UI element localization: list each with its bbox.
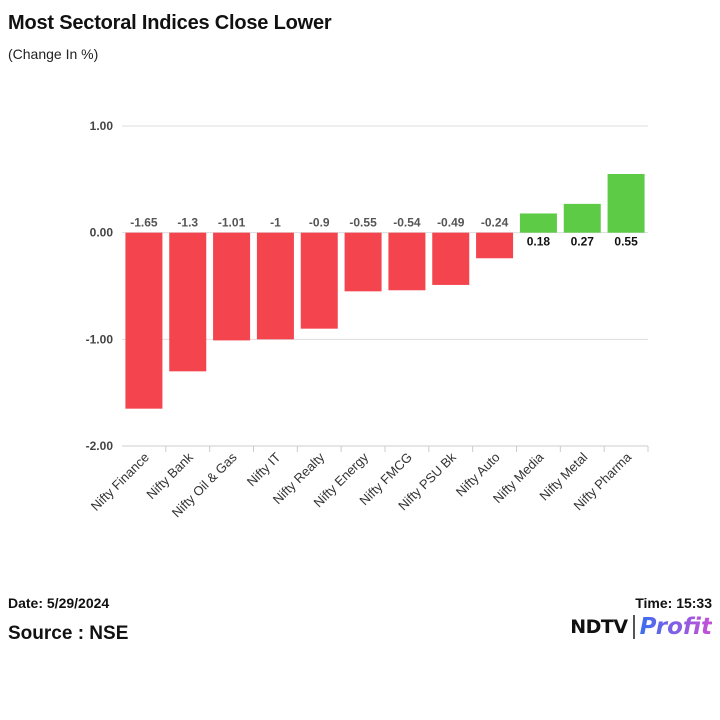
- bar: [519, 213, 557, 233]
- chart-title: Most Sectoral Indices Close Lower: [8, 12, 332, 34]
- data-label: 0.27: [571, 235, 595, 249]
- data-label: -0.55: [349, 216, 377, 230]
- data-label: -1.3: [177, 216, 198, 230]
- logo-divider: [632, 615, 635, 639]
- data-label: -1.65: [130, 216, 158, 230]
- bar: [607, 174, 645, 233]
- data-label: -1: [270, 216, 281, 230]
- bar-chart: 1.000.00-1.00-2.00 -1.65 -1.3 -1.01 -1 -0.9-…: [86, 119, 649, 520]
- y-tick-label: -2.00: [86, 439, 114, 453]
- bar: [300, 232, 338, 329]
- x-tick-label: Nifty IT: [244, 449, 284, 489]
- bars: [125, 174, 645, 409]
- y-tick-label: 0.00: [90, 226, 114, 240]
- data-labels: -1.65 -1.3 -1.01 -1 -0.9 -0.55 -0.54 -0.49 -0.24…: [130, 216, 638, 249]
- x-tick-label: Nifty Finance: [88, 450, 152, 514]
- footer-source: Source : NSE: [8, 623, 129, 644]
- bar: [388, 232, 426, 291]
- bar: [476, 232, 514, 259]
- data-label: -0.49: [437, 216, 465, 230]
- bar: [256, 232, 294, 340]
- y-tick-label: 1.00: [90, 119, 114, 133]
- y-tick-label: -1.00: [86, 332, 114, 346]
- logo-profit-text: Profit: [639, 614, 712, 640]
- logo-ndtv-text: NDTV: [570, 616, 628, 638]
- bar: [432, 232, 470, 285]
- bar: [169, 232, 207, 372]
- bar: [213, 232, 251, 341]
- ndtv-profit-logo: NDTV Profit: [570, 614, 712, 640]
- bar: [563, 203, 601, 233]
- footer-date: Date: 5/29/2024: [8, 595, 110, 611]
- data-label: -0.9: [309, 216, 330, 230]
- chart-subtitle: (Change In %): [8, 46, 99, 62]
- bar: [125, 232, 163, 409]
- bar: [344, 232, 382, 292]
- data-label: -0.54: [393, 216, 421, 230]
- data-label: 0.18: [527, 235, 551, 249]
- footer-time: Time: 15:33: [635, 595, 712, 611]
- y-axis-ticks: 1.00 0.00 -1.00 -2.00: [86, 119, 114, 453]
- data-label: 0.55: [614, 235, 638, 249]
- data-label: -1.01: [218, 216, 246, 230]
- data-label: -0.24: [481, 216, 509, 230]
